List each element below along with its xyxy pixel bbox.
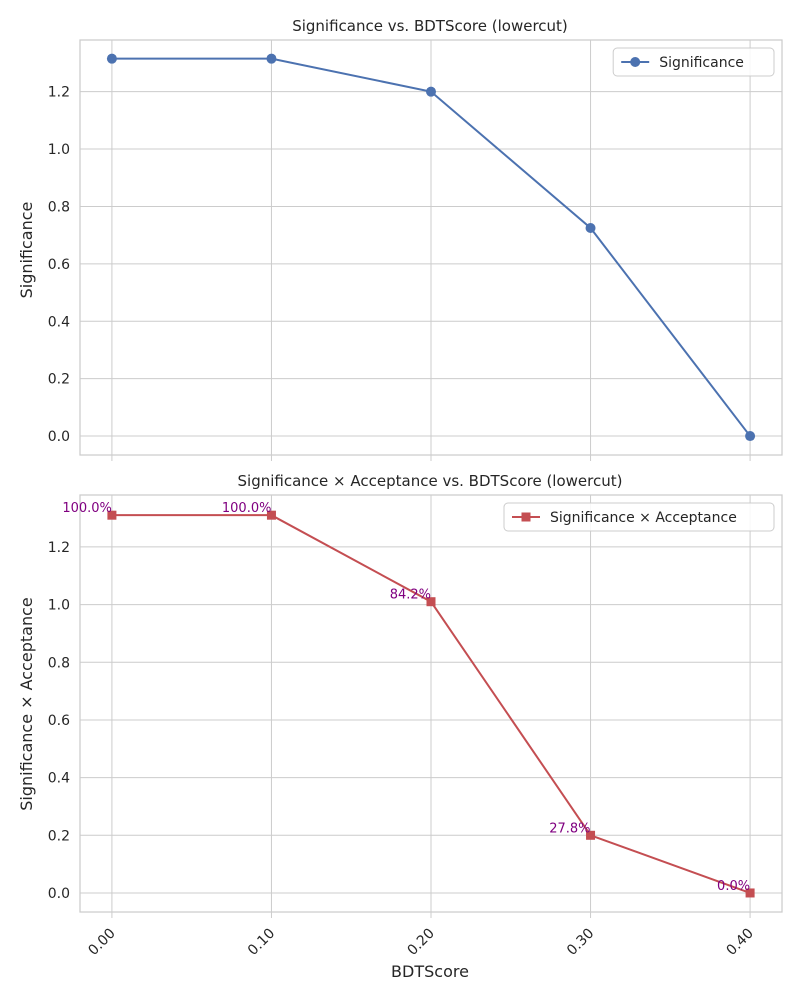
significance-acceptance-panel: Significance × Acceptance vs. BDTScore (…: [17, 472, 783, 981]
y-tick-label: 1.2: [48, 540, 70, 556]
data-point: [266, 510, 276, 520]
y-tick-label: 1.0: [48, 142, 70, 158]
data-point: [745, 888, 755, 898]
y-tick-label: 0.0: [48, 886, 70, 902]
y-tick-label: 0.4: [48, 771, 70, 787]
y-tick-label: 0.6: [48, 257, 70, 273]
data-label: 84.2%: [390, 588, 431, 603]
y-tick-label: 1.0: [48, 598, 70, 614]
x-tick-label: 0.00: [85, 926, 118, 959]
legend-box: [612, 47, 775, 77]
legend-box: [503, 502, 775, 532]
data-label: 0.0%: [717, 879, 750, 894]
legend: Significance: [612, 47, 775, 77]
grid: [80, 495, 782, 918]
y-tick-label: 0.4: [48, 314, 70, 330]
y-tick-label: 0.0: [48, 429, 70, 445]
data-point: [107, 510, 117, 520]
y-axis-label: Significance × Acceptance: [17, 597, 36, 811]
legend-label: Significance: [659, 55, 744, 71]
legend-marker: [630, 57, 641, 67]
x-tick-label: 0.30: [564, 926, 597, 959]
data-point: [426, 597, 436, 607]
data-point: [745, 431, 756, 442]
chart-title: Significance × Acceptance vs. BDTScore (…: [238, 472, 623, 490]
y-tick-label: 0.8: [48, 655, 70, 671]
chart-title: Significance vs. BDTScore (lowercut): [292, 17, 568, 35]
x-axis-label: BDTScore: [391, 962, 469, 981]
x-tick-label: 0.20: [404, 926, 437, 959]
legend: Significance × Acceptance: [503, 502, 775, 532]
data-label: 27.8%: [549, 821, 590, 836]
y-axis-label: Significance: [17, 202, 36, 299]
y-tick-label: 0.6: [48, 713, 70, 729]
data-point: [426, 86, 436, 97]
data-label: 100.0%: [222, 501, 272, 516]
data-point: [585, 222, 596, 233]
plot-frame: [79, 39, 783, 456]
grid: [80, 40, 782, 461]
y-tick-label: 1.2: [48, 85, 70, 101]
x-tick-label: 0.40: [724, 926, 757, 959]
significance-panel: Significance vs. BDTScore (lowercut) Sig…: [17, 17, 783, 461]
legend-label: Significance × Acceptance: [550, 510, 737, 526]
y-tick-label: 0.2: [48, 372, 70, 388]
y-tick-label: 0.2: [48, 828, 70, 844]
x-tick-label: 0.10: [245, 926, 278, 959]
data-point: [586, 830, 596, 840]
data-label: 100.0%: [62, 501, 112, 516]
plot-frame: [79, 494, 783, 913]
data-point: [106, 53, 117, 64]
data-point: [266, 53, 277, 64]
y-tick-label: 0.8: [48, 199, 70, 215]
legend-marker: [521, 512, 531, 522]
